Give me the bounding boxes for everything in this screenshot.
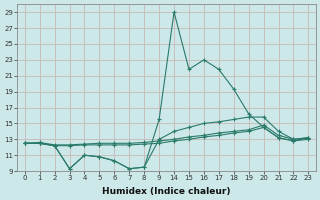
X-axis label: Humidex (Indice chaleur): Humidex (Indice chaleur)	[102, 187, 231, 196]
